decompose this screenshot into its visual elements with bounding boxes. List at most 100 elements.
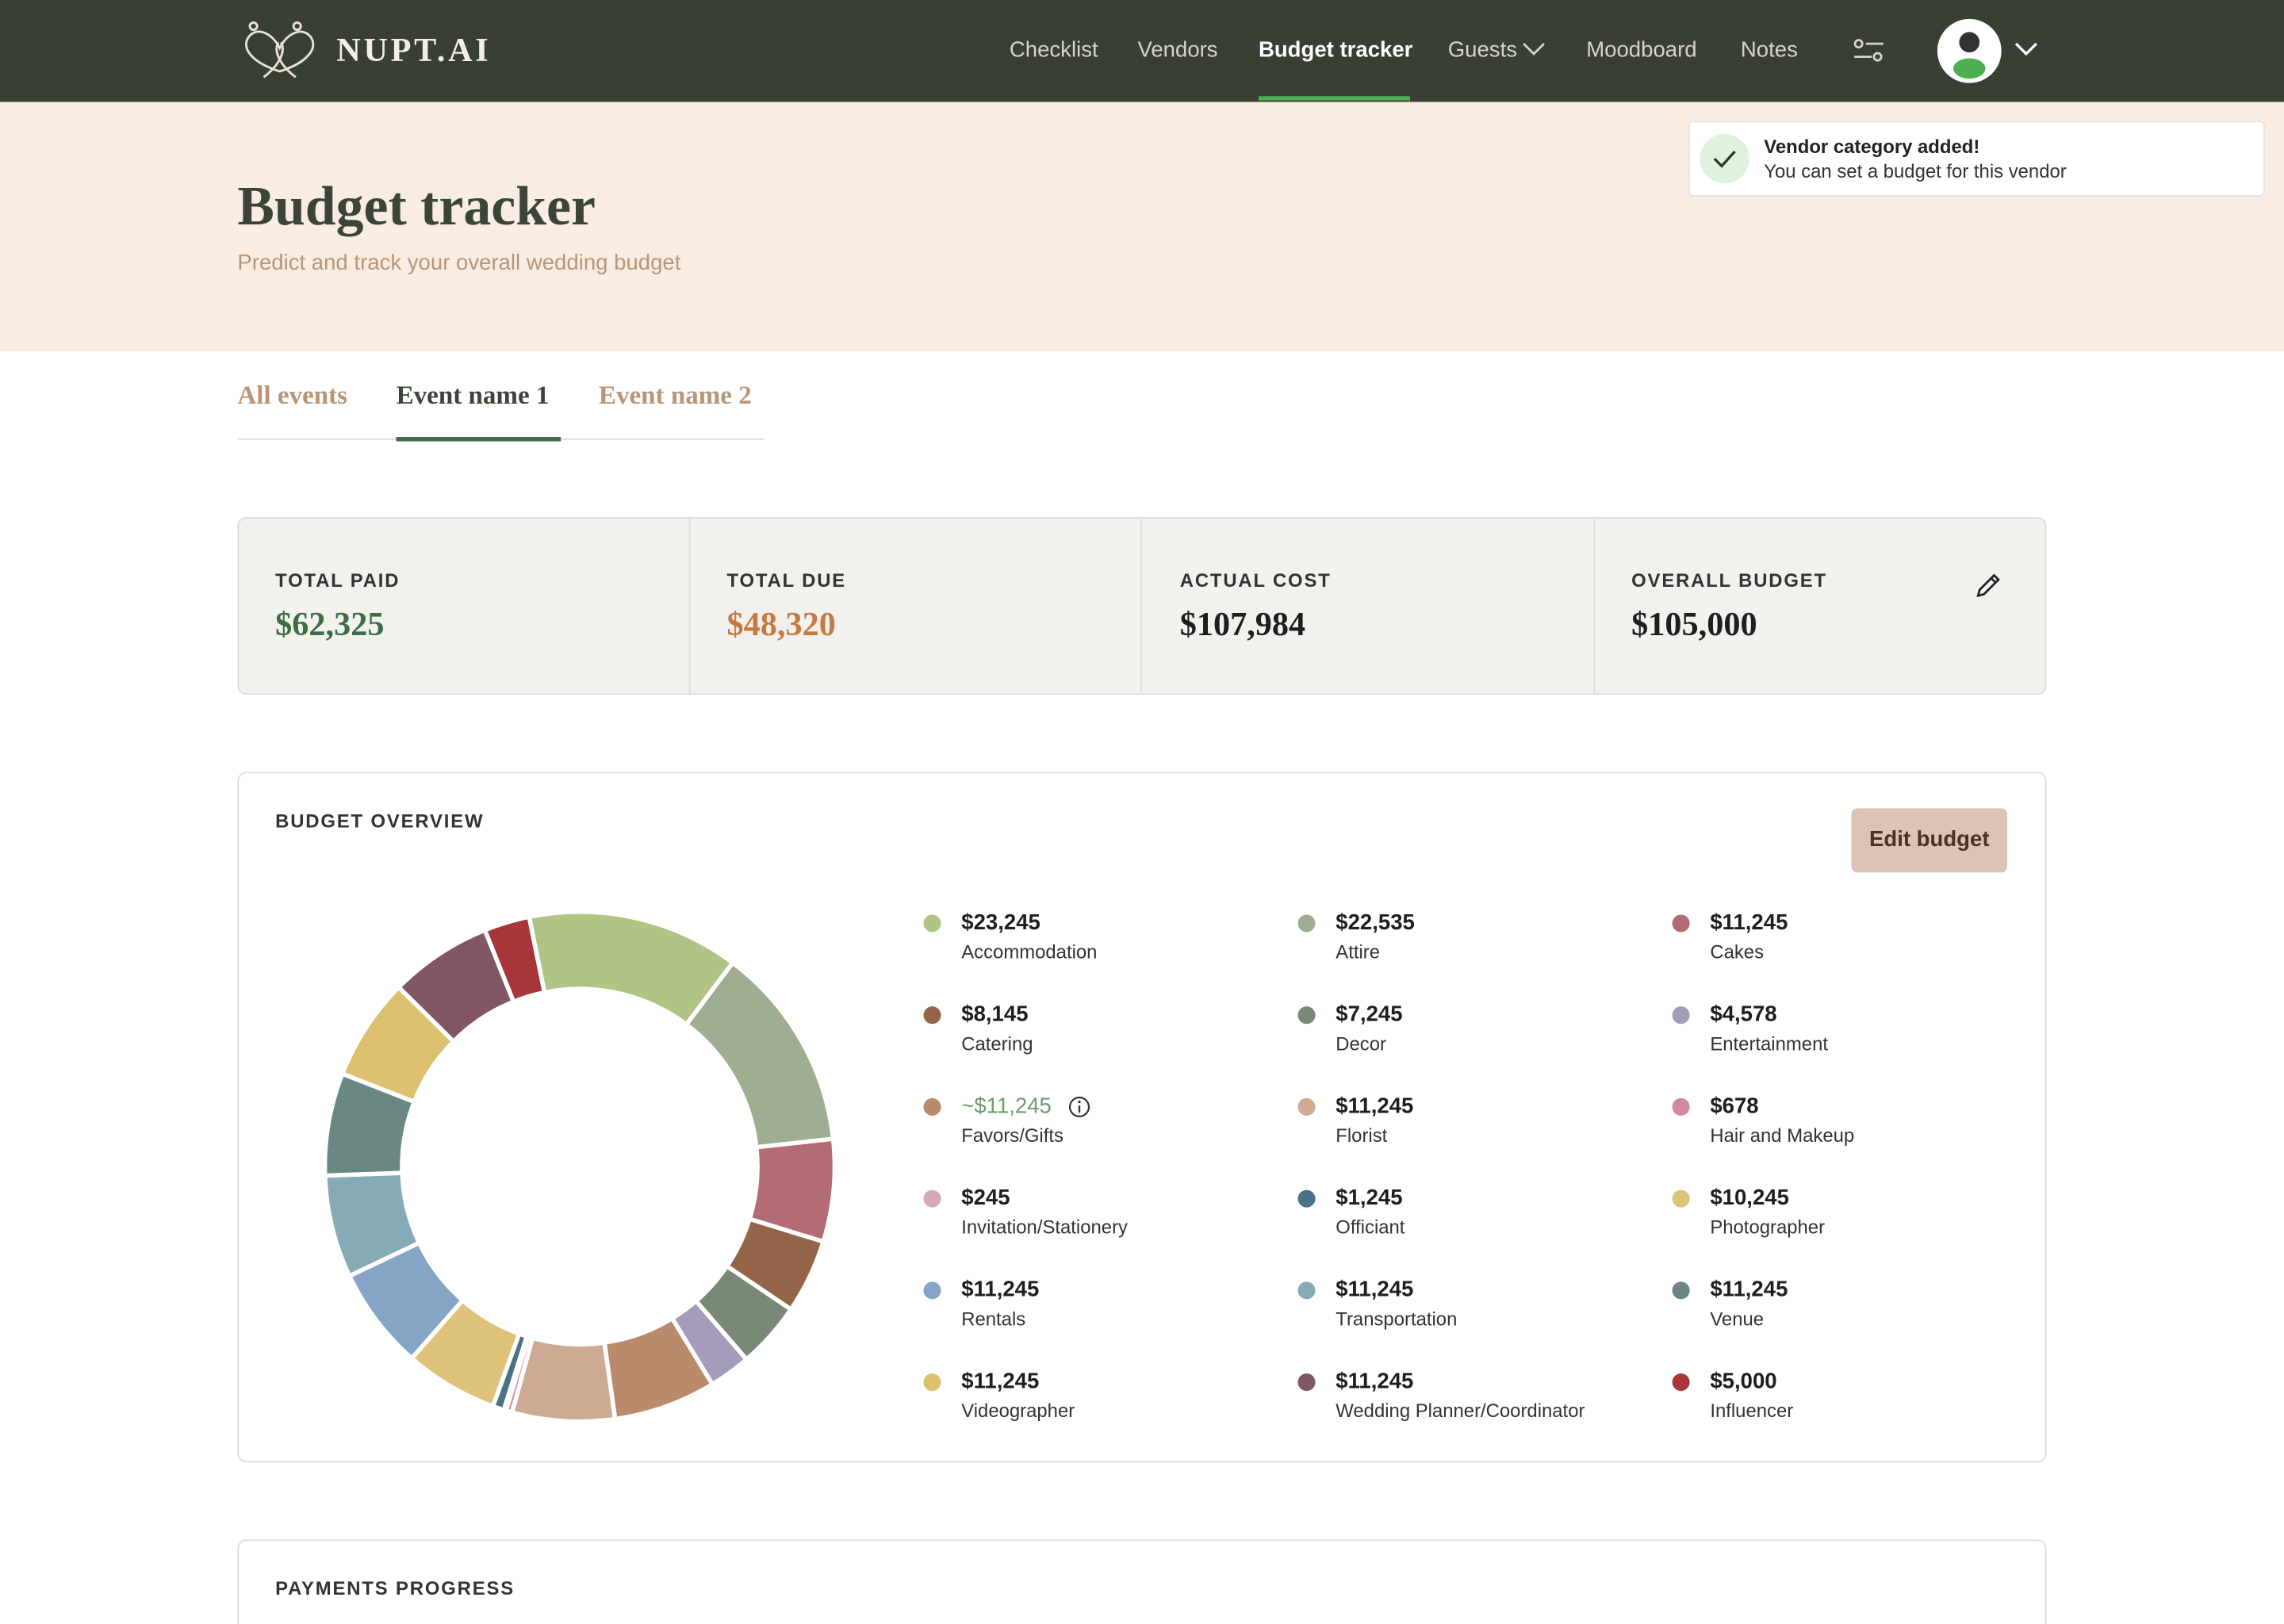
legend-dot <box>1297 914 1316 933</box>
page-title: Budget tracker <box>237 176 596 238</box>
active-underline <box>1258 96 1410 101</box>
legend-category: Attire <box>1336 940 1381 963</box>
legend-dot <box>1672 1006 1690 1025</box>
nav-link[interactable]: Guests <box>1447 37 1518 63</box>
edit-budget-button[interactable]: Edit budget <box>1851 808 2008 873</box>
tab-active[interactable]: Event name 1 <box>396 380 550 410</box>
legend-category: Invitation/Stationery <box>961 1216 1128 1239</box>
legend-amount: $678 <box>1710 1094 1759 1119</box>
card-title: PAYMENTS PROGRESS <box>275 1577 515 1599</box>
divider <box>1593 518 1596 694</box>
legend-category: Videographer <box>961 1400 1075 1422</box>
legend-dot <box>1672 1373 1690 1392</box>
legend-amount: $11,245 <box>1710 910 1788 936</box>
legend-dot <box>1297 1373 1316 1392</box>
tab[interactable]: All events <box>237 380 348 410</box>
legend-dot <box>923 914 941 933</box>
legend-category: Accommodation <box>961 940 1098 963</box>
legend-dot <box>923 1097 941 1116</box>
legend-amount: $245 <box>961 1185 1010 1211</box>
legend-amount: $11,245 <box>1710 1277 1788 1303</box>
legend-category: Officiant <box>1336 1216 1405 1239</box>
legend-dot <box>1672 914 1690 933</box>
donut-chart <box>322 910 837 1424</box>
legend-dot <box>923 1373 941 1392</box>
toast <box>1688 121 2266 197</box>
nav-link-active[interactable]: Budget tracker <box>1258 37 1413 63</box>
tab[interactable]: Event name 2 <box>598 380 752 410</box>
info-icon[interactable] <box>1067 1095 1090 1118</box>
legend-amount: $11,245 <box>961 1277 1040 1303</box>
legend-amount: $22,535 <box>1336 910 1415 936</box>
legend-amount: $11,245 <box>1336 1369 1414 1394</box>
stat-value: $48,320 <box>726 606 836 643</box>
stat-label: OVERALL BUDGET <box>1631 569 1827 592</box>
toast-icon <box>1700 133 1749 184</box>
legend-dot <box>1297 1006 1316 1025</box>
legend-amount: $1,245 <box>1336 1185 1403 1211</box>
nav-link[interactable]: Checklist <box>1009 37 1098 63</box>
legend-amount: $7,245 <box>1336 1002 1403 1027</box>
legend-dot <box>1672 1097 1690 1116</box>
toast-title: Vendor category added! <box>1764 135 1980 158</box>
legend-dot <box>923 1281 941 1300</box>
legend-amount: ~$11,245 <box>961 1094 1052 1119</box>
card-title: BUDGET OVERVIEW <box>275 810 485 832</box>
legend-amount: $11,245 <box>1336 1094 1414 1119</box>
legend-dot <box>1297 1189 1316 1208</box>
legend-amount: $4,578 <box>1710 1002 1777 1027</box>
edit-icon[interactable] <box>1974 571 2003 600</box>
legend-dot <box>1297 1281 1316 1300</box>
legend-amount: $11,245 <box>1336 1277 1414 1303</box>
chevron[interactable] <box>2014 42 2037 56</box>
logo <box>245 21 315 79</box>
stat-value: $62,325 <box>275 606 385 643</box>
tab-underline <box>396 437 561 442</box>
divider <box>688 518 691 694</box>
legend-dot <box>1672 1189 1690 1208</box>
legend-category: Hair and Makeup <box>1710 1124 1855 1147</box>
nav-link[interactable]: Moodboard <box>1586 37 1697 63</box>
legend-amount: $23,245 <box>961 910 1040 936</box>
avatar[interactable] <box>1936 17 2002 84</box>
legend-amount: $8,145 <box>961 1002 1029 1027</box>
divider <box>1140 518 1143 694</box>
legend-dot <box>1672 1281 1690 1300</box>
legend-category: Florist <box>1336 1124 1388 1147</box>
stat-value: $105,000 <box>1631 606 1757 643</box>
legend-category: Decor <box>1336 1032 1386 1055</box>
brand: NUPT.AI <box>336 32 492 69</box>
stat-label: ACTUAL COST <box>1179 569 1332 592</box>
legend-category: Wedding Planner/Coordinator <box>1336 1400 1585 1422</box>
legend-category: Rentals <box>961 1308 1026 1330</box>
legend-category: Photographer <box>1710 1216 1826 1239</box>
stats-box <box>237 517 2047 695</box>
legend-amount: $11,245 <box>961 1369 1040 1394</box>
payments-card <box>237 1539 2047 1624</box>
settings-icon[interactable] <box>1853 38 1884 64</box>
legend-category: Favors/Gifts <box>961 1124 1063 1147</box>
legend-amount: $5,000 <box>1710 1369 1777 1394</box>
legend-category: Entertainment <box>1710 1032 1828 1055</box>
legend-category: Cakes <box>1710 940 1765 963</box>
chevron <box>1523 43 1545 56</box>
donut-segment <box>481 914 547 1005</box>
legend-dot <box>923 1189 941 1208</box>
stat-value: $107,984 <box>1179 606 1306 643</box>
stat-label: TOTAL PAID <box>275 569 400 592</box>
legend-dot <box>923 1006 941 1025</box>
legend-amount: $10,245 <box>1710 1185 1789 1211</box>
legend-dot <box>1297 1097 1316 1116</box>
stat-label: TOTAL DUE <box>726 569 847 592</box>
nav-bar <box>0 0 2284 102</box>
legend-category: Transportation <box>1336 1308 1458 1330</box>
toast-message: You can set a budget for this vendor <box>1764 160 2067 182</box>
nav-link[interactable]: Vendors <box>1137 37 1218 63</box>
page-subtitle: Predict and track your overall wedding b… <box>237 250 681 276</box>
legend-category: Venue <box>1710 1308 1765 1330</box>
legend-category: Catering <box>961 1032 1033 1055</box>
nav-link[interactable]: Notes <box>1740 37 1798 63</box>
legend-category: Influencer <box>1710 1400 1794 1422</box>
